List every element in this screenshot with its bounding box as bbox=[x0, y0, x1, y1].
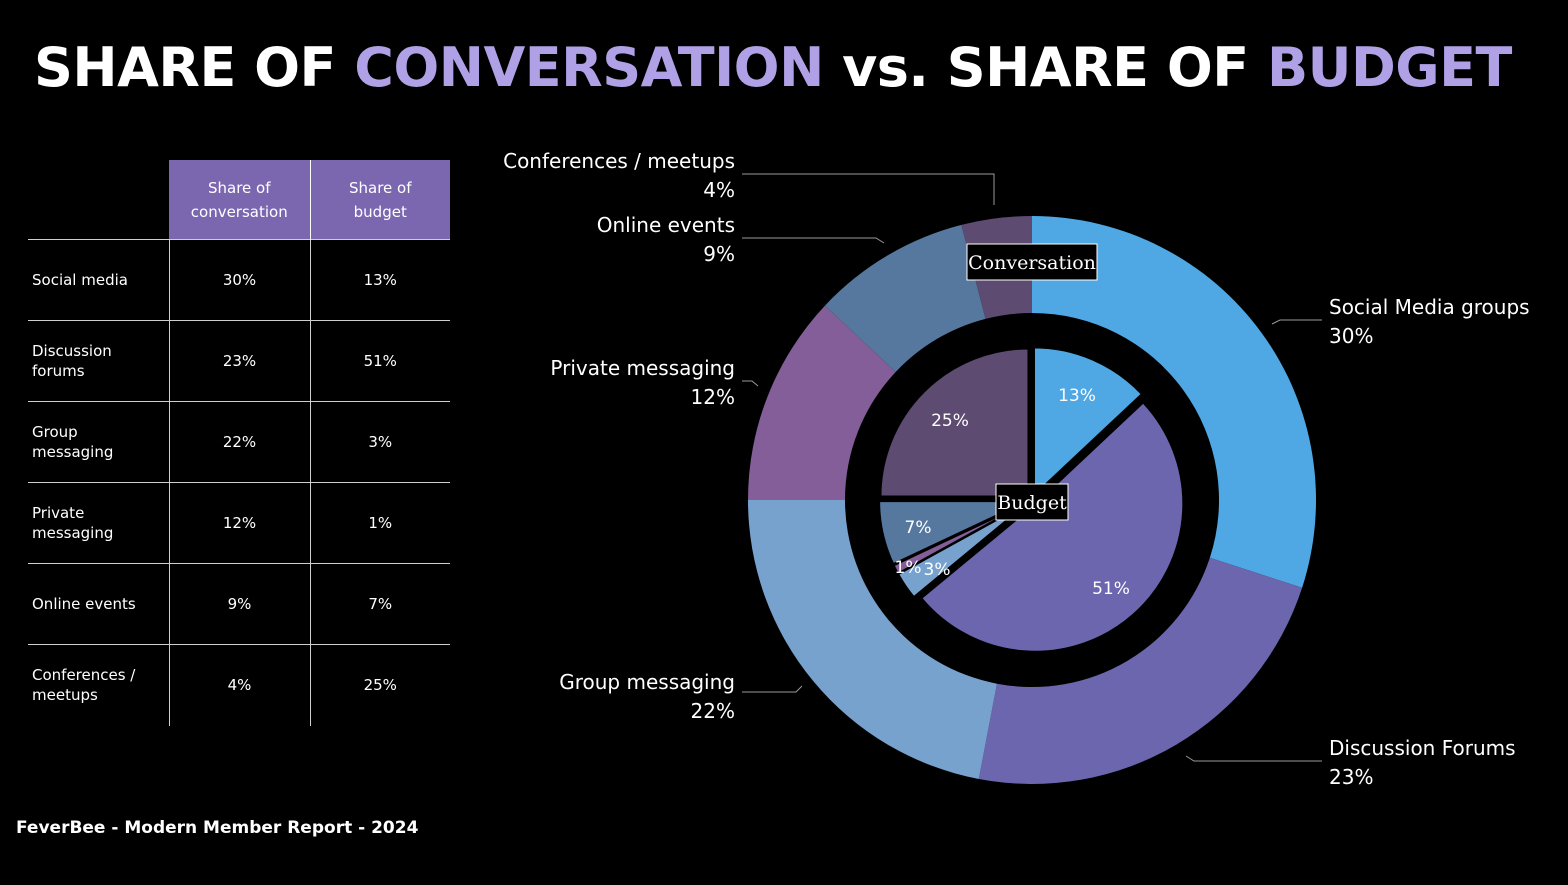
conversation-tag-label: Conversation bbox=[968, 252, 1096, 274]
row-label: Conferences / meetups bbox=[28, 644, 169, 726]
callout-leader-line bbox=[742, 173, 995, 205]
row-conversation-value: 30% bbox=[168, 239, 310, 321]
inner-value-label: 25% bbox=[931, 411, 969, 431]
table-row: Conferences / meetups 4% 25% bbox=[28, 644, 450, 726]
footer-credit: FeverBee - Modern Member Report - 2024 bbox=[16, 818, 419, 838]
row-label: Private messaging bbox=[28, 482, 169, 564]
callout-label: Online events bbox=[597, 213, 735, 237]
callout-value: 12% bbox=[691, 385, 735, 409]
callout-value: 30% bbox=[1329, 324, 1373, 348]
outer-slice-private-messaging bbox=[748, 305, 896, 500]
title-part-2: CONVERSATION bbox=[354, 36, 824, 99]
callout-leader-line bbox=[1185, 755, 1322, 762]
callout-label: Discussion Forums bbox=[1329, 736, 1516, 760]
outer-slice-online-events bbox=[824, 224, 986, 372]
inner-slice-online-events bbox=[878, 500, 1028, 566]
budget-tag-label: Budget bbox=[997, 492, 1067, 514]
callout-leader-line bbox=[742, 237, 885, 244]
conversation-tag-box bbox=[966, 243, 1098, 281]
table-row: Social media 30% 13% bbox=[28, 239, 450, 321]
inner-slice-conferences-meetups bbox=[879, 347, 1030, 498]
row-budget-value: 1% bbox=[309, 482, 450, 564]
outer-slice-group-messaging bbox=[748, 500, 997, 779]
callout-value: 4% bbox=[703, 178, 735, 202]
row-conversation-value: 23% bbox=[168, 320, 310, 402]
table-header-row: Share of conversation Share of budget bbox=[28, 160, 450, 240]
row-budget-value: 51% bbox=[309, 320, 450, 402]
outer-slice-discussion-forums bbox=[978, 557, 1303, 785]
row-conversation-value: 12% bbox=[168, 482, 310, 564]
inner-slice-private-messaging bbox=[892, 501, 1029, 575]
row-budget-value: 13% bbox=[309, 239, 450, 321]
inner-value-label: 7% bbox=[905, 518, 932, 538]
row-label: Online events bbox=[28, 563, 169, 645]
row-label: Social media bbox=[28, 239, 169, 321]
table-row: Private messaging 12% 1% bbox=[28, 482, 450, 564]
title-part-1: SHARE OF bbox=[34, 36, 355, 99]
title-part-4: BUDGET bbox=[1266, 36, 1512, 99]
callout-value: 23% bbox=[1329, 765, 1373, 789]
callout-label: Private messaging bbox=[550, 356, 735, 380]
row-conversation-value: 22% bbox=[168, 401, 310, 483]
inner-value-label: 3% bbox=[924, 560, 951, 580]
row-budget-value: 3% bbox=[309, 401, 450, 483]
callout-leader-line bbox=[742, 685, 803, 693]
table-header-budget: Share of budget bbox=[309, 160, 450, 240]
table-header-conversation-text: Share of conversation bbox=[190, 178, 288, 221]
inner-value-label: 1% bbox=[895, 558, 922, 578]
callout-label: Group messaging bbox=[559, 670, 735, 694]
comparison-table: Share of conversation Share of budget So… bbox=[28, 160, 450, 726]
callout-value: 22% bbox=[691, 699, 735, 723]
inner-value-label: 13% bbox=[1058, 386, 1096, 406]
outer-slice-social-media-groups bbox=[1032, 216, 1316, 588]
inner-value-label: 51% bbox=[1092, 579, 1130, 599]
table-row: Discussion forums 23% 51% bbox=[28, 320, 450, 402]
row-budget-value: 7% bbox=[309, 563, 450, 645]
callout-leader-line bbox=[742, 380, 759, 387]
inner-slice-discussion-forums bbox=[919, 401, 1185, 653]
callout-value: 9% bbox=[703, 242, 735, 266]
table-header-conversation: Share of conversation bbox=[169, 160, 310, 240]
callout-leader-line bbox=[1271, 319, 1322, 325]
budget-tag-box bbox=[995, 483, 1069, 521]
row-budget-value: 25% bbox=[309, 644, 450, 726]
row-label: Discussion forums bbox=[28, 320, 169, 402]
row-conversation-value: 9% bbox=[168, 563, 310, 645]
table-row: Group messaging 22% 3% bbox=[28, 401, 450, 483]
inner-slice-social-media bbox=[1032, 346, 1144, 498]
callout-label: Conferences / meetups bbox=[503, 149, 735, 173]
title-part-3: vs. SHARE OF bbox=[823, 36, 1267, 99]
callout-label: Social Media groups bbox=[1329, 295, 1530, 319]
page-title: SHARE OF CONVERSATION vs. SHARE OF BUDGE… bbox=[34, 28, 1554, 108]
table-header-budget-text: Share of budget bbox=[348, 178, 412, 221]
row-label: Group messaging bbox=[28, 401, 169, 483]
row-conversation-value: 4% bbox=[168, 644, 310, 726]
table-row: Online events 9% 7% bbox=[28, 563, 450, 645]
